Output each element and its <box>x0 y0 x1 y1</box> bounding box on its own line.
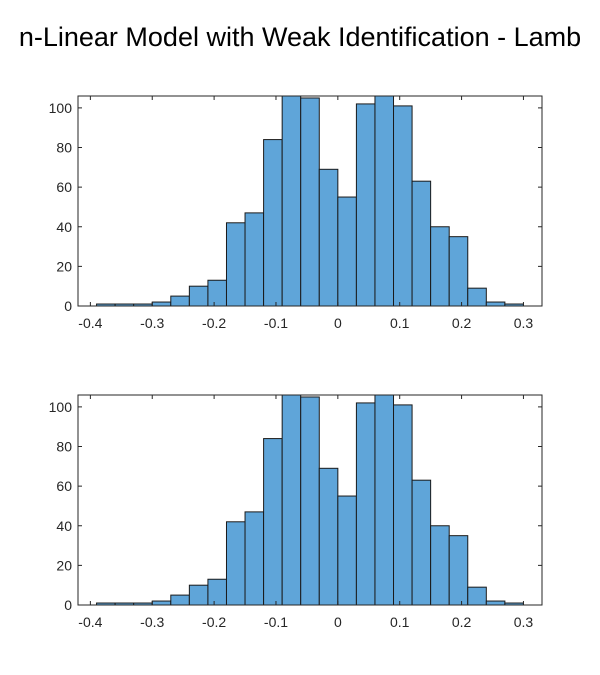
histogram-bar <box>374 95 395 307</box>
histogram-bar <box>244 511 265 606</box>
histogram-bar <box>263 139 283 307</box>
x-tick-label: -0.4 <box>78 315 102 331</box>
histogram-bar <box>225 521 246 606</box>
y-tick-label: 80 <box>56 140 72 156</box>
histogram-bar <box>151 600 172 606</box>
histogram-bar <box>170 295 190 307</box>
histogram-bar <box>448 236 469 307</box>
histogram-bar <box>188 584 209 606</box>
x-tick-label: -0.3 <box>140 614 164 630</box>
x-tick-label: -0.4 <box>78 614 102 630</box>
y-tick-label: 20 <box>56 258 72 274</box>
x-tick-label: -0.3 <box>140 315 164 331</box>
histogram-bar <box>263 438 283 606</box>
y-tick-label: 100 <box>49 100 73 116</box>
histogram-bar <box>225 222 246 307</box>
histogram-bar <box>393 105 413 307</box>
histogram-bar <box>467 586 487 606</box>
histogram-bar <box>485 301 506 307</box>
y-tick-label: 40 <box>56 518 72 534</box>
histogram-bar <box>337 495 357 606</box>
figure-title: n-Linear Model with Weak Identification … <box>19 22 581 52</box>
y-tick-label: 80 <box>56 439 72 455</box>
axes-box <box>77 394 543 606</box>
y-tick-label: 60 <box>56 478 72 494</box>
histogram-bar <box>411 479 432 606</box>
x-tick-label: -0.2 <box>202 315 226 331</box>
histogram-bar <box>207 578 227 606</box>
histogram-bar <box>188 285 209 307</box>
axes-box <box>77 95 543 307</box>
histogram-bar <box>430 525 450 606</box>
x-tick-label: -0.1 <box>264 614 288 630</box>
histogram-bar <box>467 287 487 307</box>
y-tick-label: 0 <box>64 597 72 613</box>
histogram-panel-top: -0.4 -0.3 -0.2 -0.1 0 0.1 0.2 0.3 0 20 40 60 80 100 <box>49 95 543 331</box>
histogram-bar <box>300 396 320 606</box>
y-tick-label: 60 <box>56 179 72 195</box>
y-tick-label: 20 <box>56 557 72 573</box>
histogram-panel-bottom: -0.4 -0.3 -0.2 -0.1 0 0.1 0.2 0.3 0 20 40 60 80 100 <box>49 394 543 630</box>
y-tick-label: 0 <box>64 298 72 314</box>
histogram-bar <box>281 394 302 606</box>
histogram-bar <box>355 402 376 606</box>
x-tick-label: 0.2 <box>452 614 472 630</box>
histogram-bar <box>300 97 320 307</box>
histogram-bar <box>318 168 339 307</box>
histogram-bar <box>170 594 190 606</box>
x-tick-label: 0 <box>334 614 342 630</box>
histogram-bar <box>355 103 376 307</box>
histogram-bar <box>207 279 227 307</box>
x-tick-label: 0 <box>334 315 342 331</box>
x-tick-label: -0.1 <box>264 315 288 331</box>
x-tick-label: -0.2 <box>202 614 226 630</box>
histogram-bar <box>393 404 413 606</box>
x-tick-label: 0.3 <box>514 315 534 331</box>
x-tick-label: 0.2 <box>452 315 472 331</box>
histogram-bar <box>318 467 339 606</box>
x-tick-label: 0.1 <box>390 315 410 331</box>
histogram-bar <box>151 301 172 307</box>
y-tick-label: 100 <box>49 399 73 415</box>
histogram-bar <box>485 600 506 606</box>
histogram-bar <box>430 226 450 307</box>
y-tick-label: 40 <box>56 219 72 235</box>
x-tick-label: 0.1 <box>390 614 410 630</box>
histogram-bar <box>411 180 432 307</box>
histogram-bar <box>337 196 357 307</box>
histogram-bar <box>244 212 265 307</box>
histogram-bar <box>448 535 469 606</box>
x-tick-label: 0.3 <box>514 614 534 630</box>
histogram-bar <box>374 394 395 606</box>
histogram-bar <box>281 95 302 307</box>
